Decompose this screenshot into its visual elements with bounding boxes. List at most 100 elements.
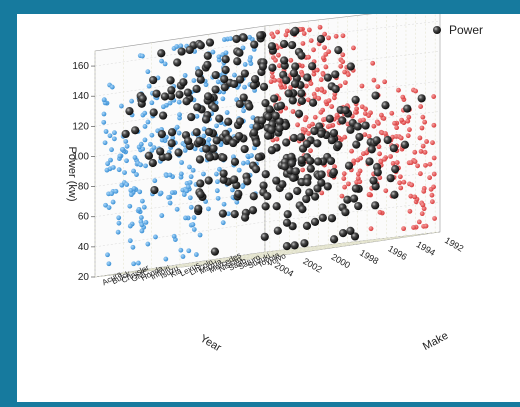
projection-point-year-power	[160, 104, 166, 110]
data-point	[144, 151, 154, 160]
projection-point-make-power	[322, 45, 327, 51]
projection-point-make-power	[405, 133, 411, 139]
projection-point-year-power	[159, 58, 164, 64]
data-point	[204, 127, 214, 137]
x-tick-label: 1994	[415, 239, 437, 258]
data-point	[389, 144, 398, 153]
projection-point-year-power	[118, 103, 124, 109]
data-point	[369, 176, 378, 185]
data-point	[279, 39, 289, 49]
data-point	[354, 201, 363, 211]
projection-point-year-power	[167, 100, 173, 106]
projection-point-make-power	[427, 175, 433, 181]
data-point	[331, 70, 340, 79]
data-point	[313, 139, 322, 148]
data-point	[264, 112, 273, 121]
projection-point-year-power	[107, 133, 113, 139]
projection-point-year-power	[245, 153, 251, 159]
data-point	[239, 93, 248, 102]
projection-point-make-power	[361, 117, 366, 123]
data-point	[306, 156, 315, 166]
projection-point-make-power	[377, 151, 383, 157]
projection-point-make-power	[290, 109, 296, 114]
data-point	[327, 214, 337, 223]
projection-point-year-power	[134, 172, 139, 177]
projection-point-make-power	[319, 87, 325, 93]
projection-point-make-power	[401, 226, 407, 232]
data-point	[221, 65, 230, 74]
projection-point-make-power	[273, 57, 278, 63]
projection-point-year-power	[194, 113, 200, 119]
projection-point-make-power	[416, 219, 422, 225]
data-point	[346, 62, 355, 71]
data-point	[235, 99, 244, 109]
projection-point-make-power	[301, 31, 307, 36]
grid-line-y-floor	[226, 236, 397, 263]
data-point	[303, 73, 312, 82]
data-point	[121, 129, 130, 139]
projection-point-make-power	[419, 125, 425, 131]
data-point	[173, 58, 182, 67]
data-point	[157, 49, 166, 58]
data-point	[326, 156, 336, 166]
z-tick-label: 60	[78, 212, 90, 223]
data-point	[297, 96, 307, 105]
projection-point-make-power	[298, 27, 304, 32]
projection-point-year-power	[162, 61, 168, 67]
projection-point-year-power	[108, 157, 113, 163]
projection-point-make-power	[341, 171, 347, 177]
data-point	[275, 124, 284, 133]
projection-point-year-power	[103, 202, 108, 208]
legend-marker	[433, 26, 441, 34]
data-point	[218, 209, 227, 218]
projection-point-make-power	[417, 135, 423, 141]
data-point	[275, 117, 284, 126]
projection-point-year-power	[169, 190, 175, 196]
data-point	[310, 217, 320, 226]
data-point	[260, 232, 269, 241]
projection-point-make-power	[358, 155, 364, 161]
data-point	[209, 144, 218, 153]
data-point	[234, 189, 243, 198]
data-point	[150, 185, 159, 195]
data-point	[195, 155, 205, 164]
projection-point-make-power	[276, 77, 282, 83]
projection-point-make-power	[326, 35, 331, 41]
projection-point-year-power	[106, 261, 112, 267]
data-point	[272, 176, 281, 185]
projection-point-make-power	[412, 149, 418, 155]
projection-point-year-power	[247, 34, 252, 40]
z-axis-label: Power (kw)	[66, 146, 78, 201]
data-point	[263, 191, 272, 201]
data-point	[270, 94, 279, 103]
projection-point-year-power	[190, 222, 196, 227]
projection-point-make-power	[367, 191, 372, 197]
projection-point-year-power	[153, 234, 158, 240]
projection-point-make-power	[276, 63, 282, 69]
projection-point-make-power	[382, 79, 388, 85]
projection-point-year-power	[139, 198, 145, 204]
data-point	[149, 75, 158, 85]
data-point	[179, 78, 188, 87]
projection-point-year-power	[181, 192, 187, 198]
projection-point-year-power	[240, 45, 246, 51]
data-point	[289, 173, 298, 182]
data-point	[296, 133, 306, 142]
projection-point-year-power	[163, 256, 169, 262]
projection-point-make-power	[431, 184, 436, 190]
data-point	[185, 45, 194, 55]
projection-point-year-power	[191, 227, 197, 232]
data-point	[391, 165, 400, 174]
data-point	[355, 132, 364, 142]
projection-point-year-power	[220, 96, 226, 102]
data-point	[138, 94, 147, 103]
data-point	[293, 186, 302, 196]
x-tick-label: 1992	[443, 235, 465, 254]
projection-point-make-power	[311, 47, 316, 53]
projection-point-year-power	[109, 147, 114, 153]
grid-line-z-right	[264, 20, 441, 42]
projection-point-make-power	[406, 114, 412, 120]
projection-point-year-power	[113, 188, 119, 194]
data-point	[268, 63, 277, 72]
data-point	[282, 138, 291, 147]
